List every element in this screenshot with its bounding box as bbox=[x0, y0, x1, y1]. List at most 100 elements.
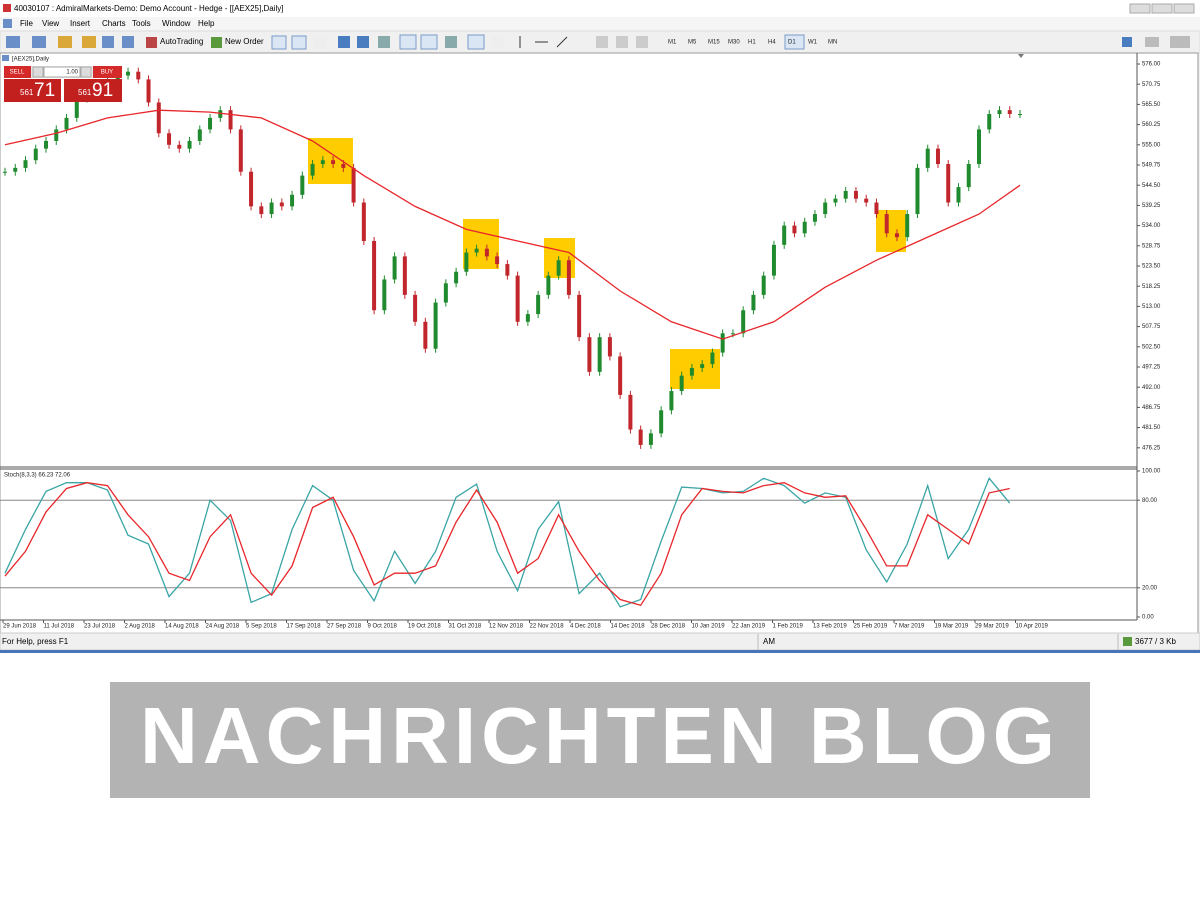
tool-icon[interactable] bbox=[596, 36, 608, 48]
y-tick-label: 476.25 bbox=[1142, 445, 1161, 451]
menu-item[interactable]: Insert bbox=[70, 19, 91, 28]
candle-body bbox=[843, 190, 848, 199]
candle-body bbox=[833, 198, 838, 203]
tool-icon[interactable] bbox=[6, 36, 20, 48]
sell-price-small[interactable]: 71 bbox=[34, 80, 55, 101]
y-tick-label: 518.25 bbox=[1142, 284, 1161, 290]
candle-body bbox=[238, 129, 243, 172]
candle-body bbox=[976, 129, 981, 165]
candle-body bbox=[525, 314, 530, 322]
cursor[interactable] bbox=[467, 34, 485, 50]
menu-item[interactable]: Tools bbox=[132, 19, 151, 28]
minimize[interactable] bbox=[1129, 3, 1151, 14]
x-tick-label: 22 Jan 2019 bbox=[732, 624, 766, 630]
lot-plus[interactable] bbox=[80, 66, 92, 78]
y-tick-label: 534.00 bbox=[1142, 223, 1161, 229]
y-tick-label: 100.00 bbox=[1142, 469, 1161, 475]
menu-item[interactable]: Charts bbox=[102, 19, 126, 28]
sell-price-box[interactable] bbox=[4, 79, 61, 102]
tool-icon[interactable] bbox=[420, 34, 438, 50]
candle-body bbox=[279, 202, 284, 207]
buy-button[interactable] bbox=[93, 66, 122, 78]
tool-icon[interactable] bbox=[58, 36, 72, 48]
menu-item[interactable]: View bbox=[42, 19, 59, 28]
sell-button[interactable] bbox=[4, 66, 31, 78]
trend-tool[interactable] bbox=[556, 36, 568, 48]
autotrading-icon[interactable] bbox=[146, 37, 157, 48]
tool-icon[interactable] bbox=[82, 36, 96, 48]
candle-body bbox=[884, 214, 889, 234]
y-tick-label: 502.50 bbox=[1142, 344, 1161, 350]
tool-icon[interactable] bbox=[636, 36, 648, 48]
autotrading[interactable]: AutoTrading bbox=[160, 37, 203, 46]
zoom-in[interactable] bbox=[338, 36, 350, 48]
x-tick-label: 31 Oct 2018 bbox=[449, 624, 482, 630]
candle-body bbox=[966, 164, 971, 188]
candle-body bbox=[74, 98, 79, 118]
tool-icon[interactable] bbox=[399, 34, 417, 50]
x-tick-label: 9 Oct 2018 bbox=[368, 624, 398, 630]
timeframe[interactable]: M30 bbox=[728, 40, 740, 46]
menu-bg bbox=[0, 17, 1200, 31]
candle-body bbox=[730, 333, 735, 335]
candle-body bbox=[669, 391, 674, 411]
chart-icon bbox=[2, 55, 9, 61]
x-tick-label: 11 Jul 2018 bbox=[44, 624, 75, 630]
candle-body bbox=[874, 202, 879, 215]
tool-icon[interactable] bbox=[445, 36, 457, 48]
timeframe[interactable]: M1 bbox=[668, 40, 677, 46]
lot-minus[interactable] bbox=[32, 66, 44, 78]
maximize[interactable] bbox=[1151, 3, 1173, 14]
candle-body bbox=[587, 337, 592, 372]
account[interactable] bbox=[1170, 36, 1190, 48]
tool-icon[interactable] bbox=[378, 36, 390, 48]
lot-value[interactable]: 1.00 bbox=[66, 70, 78, 76]
candle-body bbox=[987, 114, 992, 130]
candle-body bbox=[515, 275, 520, 322]
search[interactable] bbox=[1122, 37, 1132, 47]
timeframe-active[interactable] bbox=[784, 34, 805, 50]
crosshair[interactable] bbox=[492, 36, 504, 48]
timeframe[interactable]: W1 bbox=[808, 40, 818, 46]
timeframe[interactable]: MN bbox=[828, 40, 837, 46]
buy-price-box[interactable] bbox=[64, 79, 122, 102]
x-tick-label: 19 Mar 2019 bbox=[935, 624, 969, 630]
timeframe[interactable]: M15 bbox=[708, 40, 720, 46]
tool-icon[interactable] bbox=[291, 35, 307, 50]
candle-body bbox=[197, 129, 202, 141]
tool-icon[interactable] bbox=[102, 36, 114, 48]
candle-body bbox=[1018, 114, 1022, 116]
sell-label[interactable]: SELL bbox=[10, 70, 25, 76]
x-tick-label: 12 Nov 2018 bbox=[489, 624, 524, 630]
buy-price-small[interactable]: 91 bbox=[92, 80, 113, 101]
candle-body bbox=[607, 337, 612, 357]
timeframe[interactable]: H4 bbox=[768, 40, 776, 46]
close[interactable] bbox=[1173, 3, 1195, 14]
timeframe[interactable]: D1 bbox=[788, 40, 796, 46]
candle-body bbox=[894, 233, 899, 238]
menu-item[interactable]: Help bbox=[198, 19, 215, 28]
timeframe[interactable]: H1 bbox=[748, 40, 756, 46]
chat[interactable] bbox=[1145, 37, 1159, 47]
tool-icon[interactable] bbox=[271, 35, 287, 50]
tool-icon[interactable] bbox=[32, 36, 46, 48]
buy-price-big[interactable]: 561 bbox=[78, 88, 92, 97]
x-tick-label: 1 Feb 2019 bbox=[773, 624, 804, 630]
buy-label[interactable]: BUY bbox=[101, 70, 113, 76]
candle-body bbox=[64, 117, 69, 130]
new-order[interactable]: New Order bbox=[225, 37, 264, 46]
tool-icon[interactable] bbox=[616, 36, 628, 48]
candle-body bbox=[741, 310, 746, 334]
lot-input[interactable] bbox=[43, 66, 81, 78]
timeframe[interactable]: M5 bbox=[688, 40, 697, 46]
tool-icon[interactable] bbox=[122, 36, 134, 48]
menu-item[interactable]: File bbox=[20, 19, 33, 28]
tool-icon[interactable] bbox=[313, 36, 327, 49]
y-tick-label: 555.00 bbox=[1142, 142, 1161, 148]
menu-item[interactable]: Window bbox=[162, 19, 191, 28]
new-order-icon[interactable] bbox=[211, 37, 222, 48]
sell-price-big[interactable]: 561 bbox=[20, 88, 34, 97]
zoom-out[interactable] bbox=[357, 36, 369, 48]
